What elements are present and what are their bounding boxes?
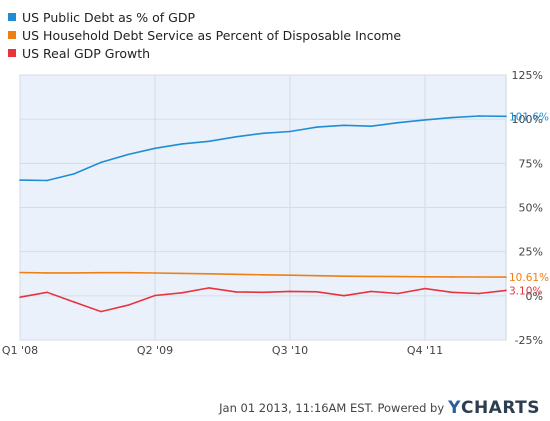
y-tick-label: 0% — [526, 290, 543, 303]
ycharts-logo-y: Y — [448, 398, 461, 418]
data-point — [424, 119, 426, 121]
data-point — [343, 124, 345, 127]
data-point — [235, 273, 237, 276]
legend-swatch-household-debt — [8, 31, 16, 39]
data-point — [289, 274, 291, 276]
data-point — [478, 292, 480, 295]
data-point — [478, 276, 480, 278]
data-point — [424, 287, 426, 290]
y-tick-label: 125% — [512, 69, 543, 82]
data-point — [100, 161, 102, 164]
data-point — [181, 272, 183, 275]
legend-item-gdp-growth[interactable]: US Real GDP Growth — [8, 44, 401, 62]
data-point — [100, 271, 102, 274]
data-point — [262, 291, 264, 294]
data-point — [424, 275, 426, 278]
data-point — [370, 290, 372, 293]
legend: US Public Debt as % of GDP US Household … — [8, 8, 401, 62]
data-point — [289, 130, 291, 133]
footer-timestamp: Jan 01 2013, 11:16AM EST. Powered by — [219, 401, 444, 415]
series-end-label: 3.10% — [509, 285, 542, 297]
data-point — [397, 292, 399, 295]
data-point — [127, 153, 129, 156]
data-point — [505, 115, 507, 118]
ycharts-logo[interactable]: Y CHARTS — [448, 398, 540, 418]
plot-area-group: 125% 100% 75% 50% 25% 0% -25% Q1 '08 Q2 '09 Q3 '1… — [2, 69, 549, 357]
data-point — [343, 294, 345, 297]
data-point — [235, 136, 237, 138]
data-point — [46, 291, 48, 294]
x-tick-label: Q3 '10 — [272, 344, 308, 357]
series-end-label: 101.6% — [509, 111, 549, 123]
data-point — [46, 272, 48, 274]
y-tick-label: 50% — [519, 202, 543, 215]
data-point — [370, 275, 372, 278]
x-tick-label: Q2 '09 — [137, 344, 173, 357]
y-tick-label: 75% — [519, 157, 543, 170]
line-chart: 125% 100% 75% 50% 25% 0% -25% Q1 '08 Q2 '09 Q3 '1… — [2, 69, 549, 357]
data-point — [100, 310, 102, 313]
data-point — [127, 304, 129, 306]
data-point — [73, 301, 75, 303]
data-point — [235, 291, 237, 293]
data-point — [505, 276, 507, 278]
footer: Jan 01 2013, 11:16AM EST. Powered by Y CH… — [0, 396, 540, 420]
data-point — [19, 271, 21, 274]
data-point — [46, 179, 48, 182]
x-tick-label: Q1 '08 — [2, 344, 38, 357]
data-point — [262, 274, 264, 276]
data-point — [208, 140, 210, 143]
x-tick-label: Q4 '11 — [407, 344, 443, 357]
data-point — [343, 275, 345, 278]
data-point — [316, 274, 318, 277]
data-point — [451, 116, 453, 119]
data-point — [370, 125, 372, 128]
data-point — [505, 289, 507, 292]
data-point — [208, 272, 210, 275]
data-point — [181, 143, 183, 145]
series-end-label: 10.61% — [509, 272, 549, 284]
data-point — [208, 287, 210, 289]
data-point — [451, 291, 453, 294]
data-point — [181, 292, 183, 294]
legend-item-public-debt[interactable]: US Public Debt as % of GDP — [8, 8, 401, 26]
data-point — [127, 271, 129, 274]
data-point — [19, 179, 21, 181]
data-point — [19, 296, 21, 299]
data-point — [316, 290, 318, 293]
data-point — [154, 147, 156, 150]
data-point — [451, 276, 453, 278]
legend-label-public-debt: US Public Debt as % of GDP — [22, 9, 196, 25]
powered-by-text: Powered by — [377, 401, 445, 415]
data-point — [397, 275, 399, 278]
data-point — [154, 272, 156, 274]
data-point — [73, 272, 75, 274]
data-point — [397, 121, 399, 124]
y-tick-label: 25% — [519, 246, 543, 259]
data-point — [478, 115, 480, 117]
ycharts-logo-text: CHARTS — [460, 398, 540, 418]
y-tick-label: -25% — [515, 334, 543, 347]
data-point — [316, 126, 318, 128]
legend-label-gdp-growth: US Real GDP Growth — [22, 45, 151, 61]
legend-swatch-public-debt — [8, 13, 16, 21]
timestamp-text: Jan 01 2013, 11:16AM EST. — [219, 401, 374, 415]
data-point — [289, 290, 291, 293]
legend-label-household-debt: US Household Debt Service as Percent of … — [22, 27, 402, 43]
legend-item-household-debt[interactable]: US Household Debt Service as Percent of … — [8, 26, 401, 44]
y-tick-label: 100% — [512, 113, 543, 126]
legend-swatch-gdp-growth — [8, 49, 16, 57]
data-point — [154, 294, 156, 297]
data-point — [73, 173, 75, 175]
data-point — [262, 132, 264, 135]
